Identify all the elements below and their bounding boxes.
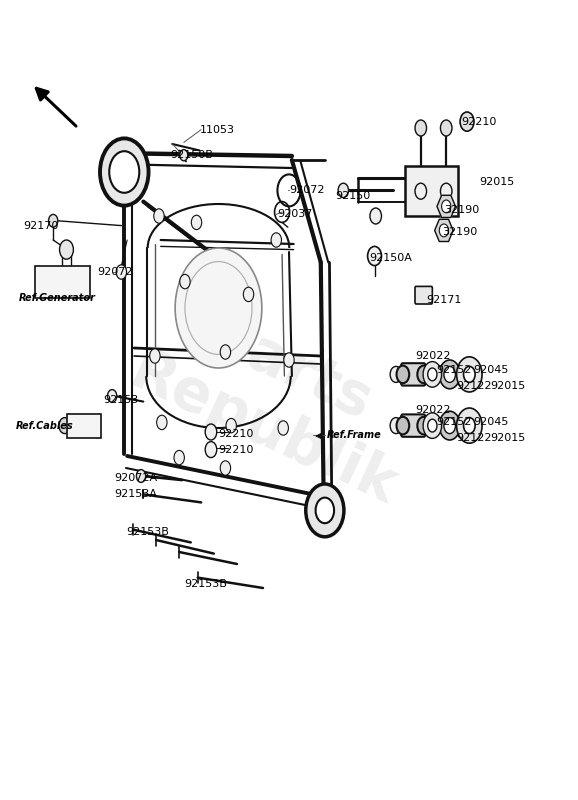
Circle shape xyxy=(439,360,460,389)
Circle shape xyxy=(390,366,402,382)
Circle shape xyxy=(444,418,455,434)
Circle shape xyxy=(457,357,482,392)
Text: 92072: 92072 xyxy=(289,186,324,195)
Circle shape xyxy=(175,248,262,368)
Text: 92037: 92037 xyxy=(277,210,313,219)
Circle shape xyxy=(271,233,281,247)
Circle shape xyxy=(460,112,474,131)
Circle shape xyxy=(397,366,409,383)
Text: 92210: 92210 xyxy=(218,445,254,454)
Circle shape xyxy=(416,290,424,301)
Circle shape xyxy=(154,209,164,223)
Circle shape xyxy=(439,411,460,440)
Circle shape xyxy=(464,418,475,434)
Text: Ref.Generator: Ref.Generator xyxy=(18,293,95,302)
Text: 92122: 92122 xyxy=(457,434,492,443)
Polygon shape xyxy=(437,195,455,218)
Polygon shape xyxy=(435,219,453,242)
Circle shape xyxy=(417,417,430,434)
Text: 92152: 92152 xyxy=(436,418,472,427)
Circle shape xyxy=(205,442,217,458)
Circle shape xyxy=(109,151,139,193)
Circle shape xyxy=(60,240,73,259)
Circle shape xyxy=(108,390,117,402)
Circle shape xyxy=(191,215,202,230)
Circle shape xyxy=(428,419,437,432)
Circle shape xyxy=(428,368,437,381)
Circle shape xyxy=(423,413,442,438)
Circle shape xyxy=(442,200,451,213)
Circle shape xyxy=(415,183,427,199)
Circle shape xyxy=(440,120,452,136)
Circle shape xyxy=(306,484,344,537)
Circle shape xyxy=(439,224,449,237)
Circle shape xyxy=(180,274,190,289)
FancyBboxPatch shape xyxy=(405,166,458,216)
Circle shape xyxy=(284,353,294,367)
Circle shape xyxy=(316,498,334,523)
Text: 92153B: 92153B xyxy=(184,579,227,589)
Circle shape xyxy=(49,214,58,227)
Text: 92022: 92022 xyxy=(415,405,450,414)
Circle shape xyxy=(338,183,349,198)
Circle shape xyxy=(423,362,442,387)
Circle shape xyxy=(136,470,146,482)
Text: 92150B: 92150B xyxy=(171,150,213,160)
Text: 92022: 92022 xyxy=(415,351,450,361)
Circle shape xyxy=(243,287,254,302)
Circle shape xyxy=(444,366,455,382)
Circle shape xyxy=(226,418,236,433)
Circle shape xyxy=(150,349,160,363)
Text: 11053: 11053 xyxy=(199,125,235,134)
Circle shape xyxy=(220,461,231,475)
Circle shape xyxy=(370,208,381,224)
Text: 92015: 92015 xyxy=(490,434,525,443)
Text: 92045: 92045 xyxy=(473,365,508,374)
Circle shape xyxy=(100,138,149,206)
Text: 92072A: 92072A xyxy=(114,474,158,483)
Circle shape xyxy=(157,415,167,430)
FancyBboxPatch shape xyxy=(35,266,90,298)
Circle shape xyxy=(368,246,381,266)
FancyBboxPatch shape xyxy=(401,414,425,437)
Text: 32190: 32190 xyxy=(444,205,479,214)
FancyBboxPatch shape xyxy=(415,286,432,304)
Text: Parts
Republik: Parts Republik xyxy=(121,283,434,517)
Text: 92015: 92015 xyxy=(480,178,515,187)
Circle shape xyxy=(415,120,427,136)
Circle shape xyxy=(59,418,71,434)
Text: 92015: 92015 xyxy=(490,381,525,390)
Circle shape xyxy=(457,408,482,443)
Text: 92210: 92210 xyxy=(218,429,254,438)
Circle shape xyxy=(278,421,288,435)
Circle shape xyxy=(220,345,231,359)
Text: 92210: 92210 xyxy=(461,117,497,126)
Circle shape xyxy=(116,265,127,279)
Circle shape xyxy=(174,450,184,465)
Circle shape xyxy=(205,424,217,440)
Circle shape xyxy=(390,418,402,434)
Text: 92171: 92171 xyxy=(427,295,462,305)
Circle shape xyxy=(180,150,188,161)
Text: 92170: 92170 xyxy=(23,221,58,230)
Text: 92153A: 92153A xyxy=(114,490,157,499)
Circle shape xyxy=(397,417,409,434)
Text: 92045: 92045 xyxy=(473,418,508,427)
FancyBboxPatch shape xyxy=(67,414,101,438)
Text: 32190: 32190 xyxy=(442,227,477,237)
Text: 92150: 92150 xyxy=(335,191,370,201)
Text: 92122: 92122 xyxy=(457,381,492,390)
FancyBboxPatch shape xyxy=(401,363,425,386)
Text: 92072: 92072 xyxy=(97,267,132,277)
Text: Ref.Cables: Ref.Cables xyxy=(16,421,74,430)
Circle shape xyxy=(417,366,430,383)
Text: 92153B: 92153B xyxy=(126,527,169,537)
Text: Ref.Frame: Ref.Frame xyxy=(327,430,381,440)
Circle shape xyxy=(464,366,475,382)
Text: 92150A: 92150A xyxy=(369,253,412,262)
Text: 92152: 92152 xyxy=(436,365,472,374)
Text: 92153: 92153 xyxy=(103,395,138,405)
Circle shape xyxy=(440,183,452,199)
